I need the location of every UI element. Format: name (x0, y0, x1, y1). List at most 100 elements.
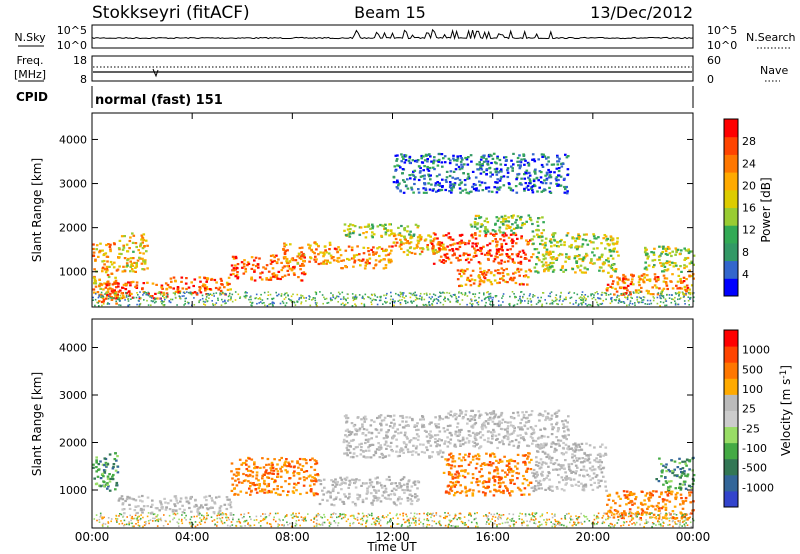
range-cell (502, 481, 505, 484)
range-cell (547, 465, 550, 468)
range-cell (432, 250, 435, 253)
range-cell (170, 280, 173, 283)
range-cell (589, 478, 592, 481)
range-cell (458, 296, 460, 298)
range-cell (496, 272, 500, 275)
range-cell (511, 167, 514, 170)
range-cell (523, 454, 526, 457)
range-cell (448, 162, 452, 165)
range-cell (436, 164, 440, 167)
range-cell (352, 265, 355, 268)
range-cell (488, 249, 492, 252)
range-cell (563, 298, 566, 301)
range-cell (340, 488, 343, 491)
range-cell (628, 304, 631, 306)
range-cell (127, 290, 131, 293)
range-cell (312, 298, 314, 300)
range-cell (513, 482, 516, 485)
range-cell (543, 270, 546, 273)
range-cell (121, 248, 125, 251)
range-cell (387, 429, 390, 432)
range-cell (102, 295, 105, 298)
range-cell (343, 415, 347, 418)
range-cell (129, 270, 132, 273)
range-cell (516, 477, 519, 480)
range-cell (469, 154, 473, 157)
range-cell (403, 161, 407, 164)
range-cell (629, 300, 632, 302)
range-cell (474, 214, 478, 217)
range-cell (189, 497, 192, 500)
range-cell (569, 297, 572, 299)
range-cell (335, 259, 339, 262)
range-cell (481, 271, 485, 274)
range-cell (374, 491, 378, 494)
range-cell (531, 253, 535, 256)
range-cell (460, 490, 464, 493)
range-cell (477, 261, 481, 264)
range-cell (387, 497, 391, 500)
range-cell (470, 425, 473, 428)
range-cell (581, 303, 583, 306)
range-cell (544, 182, 548, 185)
range-cell (451, 475, 454, 479)
range-cell (401, 296, 404, 298)
range-cell (121, 508, 124, 511)
range-cell (526, 297, 529, 300)
range-cell (347, 441, 351, 444)
range-cell (406, 230, 409, 233)
range-cell (352, 448, 356, 451)
range-cell (527, 302, 529, 305)
range-cell (607, 260, 610, 263)
range-cell (361, 498, 365, 501)
range-cell (314, 260, 318, 263)
range-cell (633, 292, 635, 294)
range-cell (428, 166, 432, 170)
range-cell (392, 234, 396, 238)
range-cell (524, 432, 528, 435)
range-cell (557, 463, 560, 466)
range-cell (370, 248, 373, 251)
range-cell (108, 480, 112, 483)
range-cell (413, 178, 416, 181)
range-cell (372, 454, 376, 457)
range-cell (683, 258, 686, 261)
range-cell (384, 266, 388, 269)
range-cell (464, 283, 468, 286)
range-cell (559, 296, 561, 298)
range-cell (404, 446, 408, 449)
range-cell (143, 292, 145, 295)
range-cell (485, 301, 487, 304)
range-cell (503, 232, 507, 235)
range-cell (678, 295, 680, 297)
range-cell (353, 259, 357, 262)
range-cell (587, 295, 589, 298)
range-cell (442, 471, 446, 474)
range-cell (592, 233, 595, 236)
range-cell (456, 490, 459, 494)
range-cell (487, 480, 491, 483)
range-cell (470, 258, 473, 261)
range-cell (235, 273, 239, 276)
range-cell (314, 480, 318, 483)
range-cell (497, 475, 500, 479)
range-cell (493, 186, 496, 189)
range-cell (297, 276, 300, 279)
range-cell (512, 431, 515, 434)
range-cell (203, 496, 206, 499)
range-cell (490, 464, 493, 467)
range-cell (601, 262, 605, 265)
range-cell (296, 460, 299, 463)
range-cell (505, 267, 508, 271)
range-cell (280, 456, 283, 460)
range-cell (656, 293, 660, 296)
range-cell (193, 297, 195, 299)
range-cell (179, 292, 181, 294)
range-cell (514, 185, 518, 188)
range-cell (500, 245, 504, 249)
range-cell (361, 500, 365, 504)
range-cell (250, 278, 254, 281)
range-cell (502, 279, 505, 282)
range-cell (519, 226, 523, 229)
range-cell (581, 243, 585, 246)
